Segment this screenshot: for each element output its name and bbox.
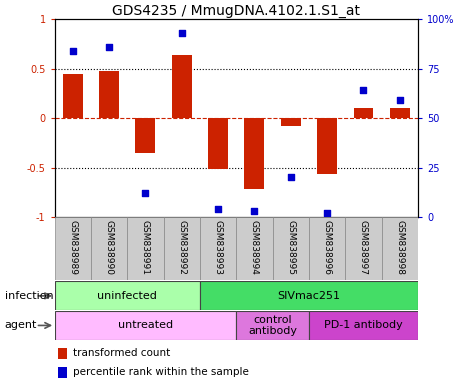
Bar xyxy=(353,108,373,118)
Bar xyxy=(309,217,345,280)
Point xyxy=(251,208,258,214)
Text: control
antibody: control antibody xyxy=(248,314,297,336)
Point xyxy=(287,174,294,180)
Bar xyxy=(273,217,309,280)
Bar xyxy=(281,118,301,126)
Bar xyxy=(208,118,228,169)
Text: transformed count: transformed count xyxy=(73,348,170,358)
Bar xyxy=(345,217,381,280)
Bar xyxy=(200,281,418,310)
Bar xyxy=(237,311,309,340)
Text: SIVmac251: SIVmac251 xyxy=(277,291,341,301)
Bar xyxy=(127,217,163,280)
Text: GSM838992: GSM838992 xyxy=(177,220,186,275)
Point xyxy=(396,97,404,103)
Bar xyxy=(91,217,127,280)
Text: uninfected: uninfected xyxy=(97,291,157,301)
Text: infection: infection xyxy=(5,291,53,301)
Bar xyxy=(245,118,265,189)
Text: GSM838997: GSM838997 xyxy=(359,220,368,275)
Title: GDS4235 / MmugDNA.4102.1.S1_at: GDS4235 / MmugDNA.4102.1.S1_at xyxy=(112,4,361,18)
Bar xyxy=(317,118,337,174)
Point xyxy=(214,206,222,212)
Text: GSM838998: GSM838998 xyxy=(395,220,404,275)
Bar xyxy=(99,71,119,118)
Bar xyxy=(135,118,155,153)
Text: GSM838990: GSM838990 xyxy=(104,220,114,275)
Text: percentile rank within the sample: percentile rank within the sample xyxy=(73,367,249,377)
Bar xyxy=(172,55,192,118)
Text: GSM838996: GSM838996 xyxy=(323,220,332,275)
Bar xyxy=(63,74,83,118)
Bar xyxy=(390,108,410,118)
Bar xyxy=(163,217,200,280)
Bar xyxy=(58,367,67,378)
Point xyxy=(323,210,331,216)
Point xyxy=(142,190,149,196)
Text: GSM838993: GSM838993 xyxy=(214,220,223,275)
Bar xyxy=(237,217,273,280)
Text: PD-1 antibody: PD-1 antibody xyxy=(324,320,403,331)
Text: GSM838995: GSM838995 xyxy=(286,220,295,275)
Text: untreated: untreated xyxy=(118,320,173,331)
Point xyxy=(69,48,76,54)
Text: GSM838989: GSM838989 xyxy=(68,220,77,275)
Bar xyxy=(55,217,91,280)
Bar xyxy=(200,217,237,280)
Text: GSM838994: GSM838994 xyxy=(250,220,259,275)
Point xyxy=(105,44,113,50)
Bar xyxy=(58,348,67,359)
Bar xyxy=(309,311,418,340)
Text: agent: agent xyxy=(5,320,37,331)
Bar xyxy=(55,311,237,340)
Point xyxy=(178,30,186,36)
Point xyxy=(360,87,367,93)
Text: GSM838991: GSM838991 xyxy=(141,220,150,275)
Bar xyxy=(55,281,200,310)
Bar xyxy=(381,217,418,280)
